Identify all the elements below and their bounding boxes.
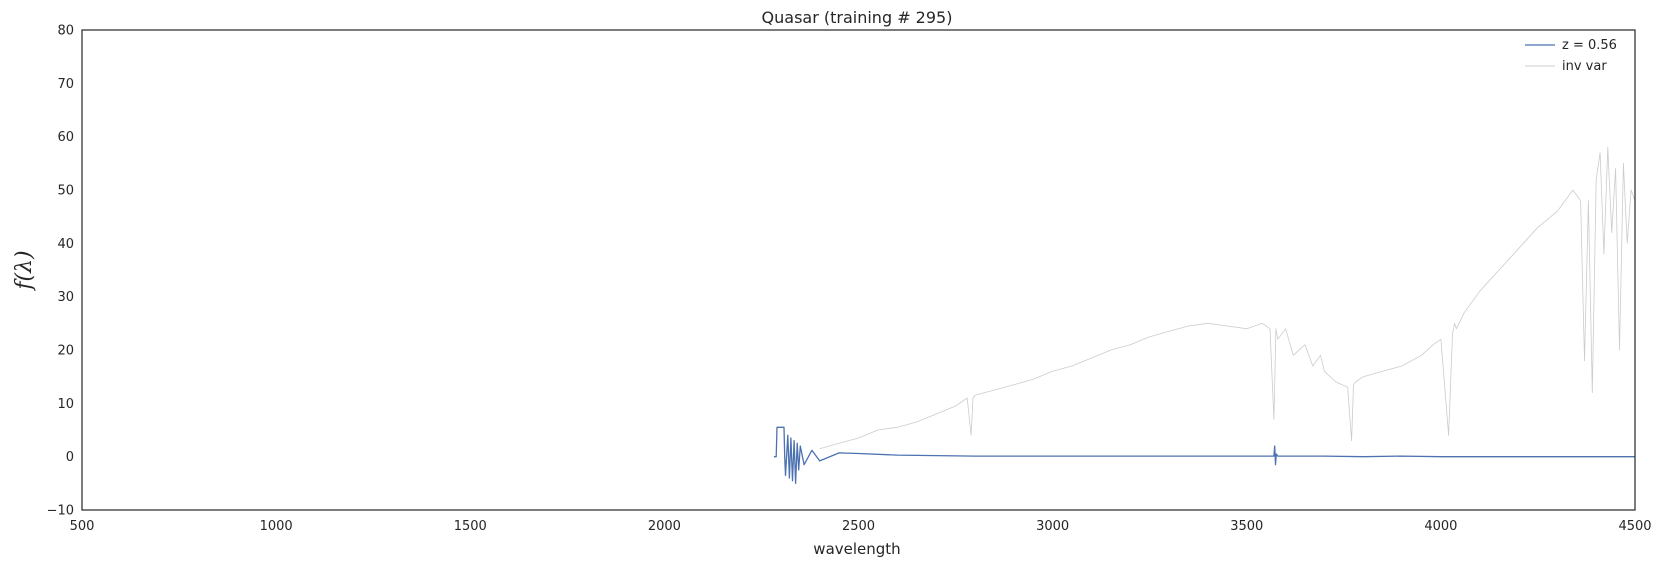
y-tick-label: 70 <box>57 77 74 92</box>
series-layer <box>773 146 1636 484</box>
x-axis-label: wavelength <box>813 540 900 558</box>
x-tick-label: 3500 <box>1230 519 1263 534</box>
legend: z = 0.56 inv var <box>1525 38 1617 74</box>
x-tick-label: 2500 <box>842 519 875 534</box>
x-tick-label: 1000 <box>260 519 293 534</box>
legend-label: z = 0.56 <box>1562 38 1617 53</box>
y-tick-label: 40 <box>57 237 74 252</box>
y-tick-label: 80 <box>57 24 74 39</box>
x-tick-label: 3000 <box>1036 519 1069 534</box>
x-axis: 500 1000 1500 2000 2500 3000 3500 4000 4500 <box>70 519 1652 534</box>
plot-frame <box>81 29 1636 511</box>
series-line-0 <box>773 426 1635 484</box>
y-axis: −10 0 10 20 30 40 50 60 70 80 <box>47 24 74 519</box>
x-tick-label: 4000 <box>1424 519 1457 534</box>
y-tick-label: 10 <box>57 397 74 412</box>
series-line-1 <box>819 146 1636 450</box>
y-axis-label: f(λ) <box>12 250 37 291</box>
y-tick-label: 30 <box>57 290 74 305</box>
y-tick-label: 50 <box>57 184 74 199</box>
chart-title: Quasar (training # 295) <box>762 8 953 27</box>
x-tick-label: 1500 <box>454 519 487 534</box>
y-tick-label: 0 <box>66 450 74 465</box>
x-tick-label: 500 <box>70 519 95 534</box>
y-tick-label: 60 <box>57 130 74 145</box>
legend-label: inv var <box>1562 59 1607 74</box>
y-tick-label: −10 <box>47 504 74 519</box>
x-tick-label: 2000 <box>648 519 681 534</box>
x-tick-label: 4500 <box>1618 519 1651 534</box>
y-tick-label: 20 <box>57 344 74 359</box>
